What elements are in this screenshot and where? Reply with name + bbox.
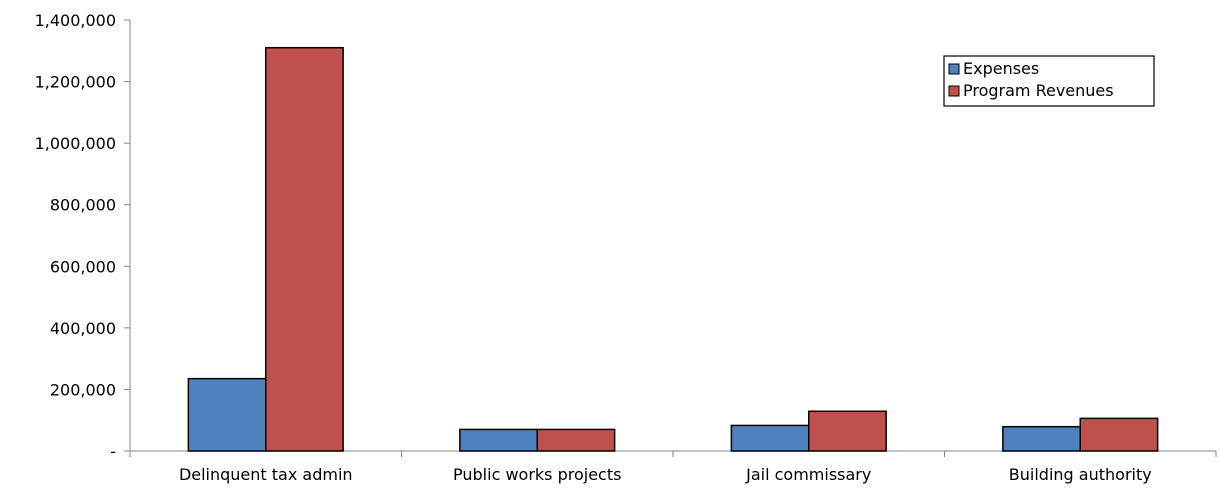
y-tick-label: 200,000: [50, 380, 116, 399]
x-axis: Delinquent tax admin Public works project…: [130, 451, 1216, 484]
y-axis: - 200,000 400,000 600,000 800,000 1,000,000 1,…: [35, 11, 130, 461]
bar-expenses: [1003, 427, 1080, 451]
x-tick-label: Jail commissary: [745, 465, 871, 484]
y-tick-label: 600,000: [50, 257, 116, 276]
bar-program-revenues: [266, 48, 343, 451]
bar-program-revenues: [809, 411, 886, 451]
bar-expenses: [731, 425, 808, 451]
y-tick-label: 1,000,000: [35, 134, 116, 153]
bar-program-revenues: [1080, 418, 1157, 451]
y-tick-label: 1,200,000: [35, 73, 116, 92]
y-tick-label: 1,400,000: [35, 11, 116, 30]
x-tick-label: Public works projects: [453, 465, 621, 484]
legend-label: Expenses: [963, 59, 1039, 78]
bar-expenses: [188, 379, 265, 451]
y-tick-label: 800,000: [50, 196, 116, 215]
legend-swatch: [949, 86, 959, 96]
legend-swatch: [949, 64, 959, 74]
x-tick-label: Delinquent tax admin: [179, 465, 353, 484]
bar-expenses: [460, 429, 537, 451]
bars: [188, 48, 1157, 451]
bar-program-revenues: [537, 429, 614, 451]
x-tick-label: Building authority: [1009, 465, 1152, 484]
y-tick-label: 400,000: [50, 319, 116, 338]
legend-label: Program Revenues: [963, 81, 1114, 100]
legend: Expenses Program Revenues: [944, 56, 1154, 106]
y-tick-label: -: [110, 442, 116, 461]
